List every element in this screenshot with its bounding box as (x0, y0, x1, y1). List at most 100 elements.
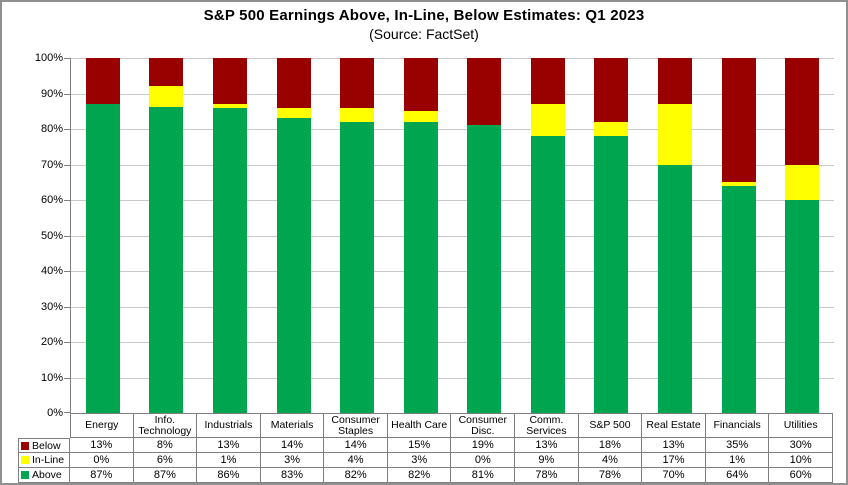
bar-segment-below (785, 58, 820, 165)
category-header: Consumer Staples (324, 413, 388, 438)
bar-column (707, 58, 771, 413)
bar-segment-below (657, 58, 692, 105)
y-axis: 100% 90% 80% 70% 60% 50% 40% 30% 20% 10% 0% (0, 0, 63, 485)
y-axis-label: 30% (40, 300, 63, 313)
legend-in-line: In-Line (18, 453, 70, 468)
table-cell: 10% (769, 453, 833, 468)
bar-segment-above (403, 121, 438, 413)
y-axis-label: 80% (40, 123, 63, 135)
table-cell: 78% (578, 468, 643, 483)
category-header: Consumer Disc. (451, 413, 516, 438)
y-axis-label: 0% (47, 407, 63, 419)
bar-stack-info-technology (149, 58, 184, 413)
table-cell: 14% (260, 438, 325, 453)
legend-swatch-below (21, 441, 29, 450)
gridline (71, 377, 834, 379)
y-axis-label: 60% (40, 194, 63, 206)
bar-segment-below (276, 58, 311, 108)
y-axis-tick (64, 306, 71, 308)
bar-segment-above (530, 136, 565, 413)
category-header: Energy (70, 413, 134, 438)
y-axis-label: 100% (34, 52, 63, 64)
bar-column (580, 58, 644, 413)
y-axis-tick (64, 377, 71, 379)
bar-column (643, 58, 707, 413)
table-cell: 70% (642, 468, 706, 483)
gridline (71, 93, 834, 95)
y-axis-label: 20% (40, 336, 63, 348)
bar-segment-below (594, 58, 629, 122)
table-cell: 35% (705, 438, 770, 453)
table-cell: 0% (70, 453, 134, 468)
y-axis-label: 40% (40, 265, 63, 277)
category-header: Comm. Services (515, 413, 579, 438)
bar-stack-energy (85, 58, 120, 413)
bar-segment-in-line (721, 182, 756, 186)
y-axis-tick (64, 342, 71, 343)
bar-column (325, 58, 389, 413)
table-cell: 1% (197, 453, 261, 468)
bar-segment-above (657, 164, 692, 413)
bar-segment-above (721, 185, 756, 413)
bar-segment-above (212, 107, 247, 413)
category-header: Utilities (769, 413, 833, 438)
table-cell: 60% (769, 468, 833, 483)
table-cell: 87% (133, 468, 198, 483)
bar-segment-in-line (212, 104, 247, 108)
y-axis-label: 10% (40, 371, 63, 384)
bar-segment-below (467, 58, 502, 126)
table-cell: 81% (451, 468, 516, 483)
y-axis-label: 50% (40, 229, 63, 242)
data-table: Energy Info. Technology Industrials Materia… (18, 413, 833, 483)
category-header: Industrials (197, 413, 261, 438)
y-axis-tick (64, 271, 71, 272)
category-header: Health Care (387, 413, 452, 438)
bar-segment-above (149, 107, 184, 413)
table-cell: 3% (387, 453, 452, 468)
category-header: Financials (705, 413, 770, 438)
bar-stack-comm-services (530, 58, 565, 413)
bar-segment-above (276, 118, 311, 413)
bar-column (71, 58, 135, 413)
bar-stack-materials (276, 58, 311, 413)
table-cell: 13% (515, 438, 579, 453)
bars-layer (71, 58, 834, 413)
bar-stack-utilities (785, 58, 820, 413)
bar-segment-above (340, 121, 375, 413)
y-axis-tick (64, 164, 71, 166)
table-cell: 13% (197, 438, 261, 453)
bar-stack-consumer-staples (340, 58, 375, 413)
gridline (71, 129, 834, 130)
bar-column (135, 58, 199, 413)
bar-segment-in-line (530, 104, 565, 137)
bar-segment-in-line (594, 121, 629, 137)
y-axis-label: 70% (40, 158, 63, 171)
bar-column (262, 58, 326, 413)
bar-segment-in-line (340, 107, 375, 122)
y-axis-tick (64, 93, 71, 95)
table-cell: 19% (451, 438, 516, 453)
bar-segment-in-line (276, 107, 311, 119)
table-cell: 83% (260, 468, 325, 483)
y-axis-tick (64, 58, 71, 59)
bar-column (452, 58, 516, 413)
table-cell: 78% (515, 468, 579, 483)
table-corner-empty (18, 413, 70, 438)
bar-segment-below (340, 58, 375, 108)
y-axis-tick (64, 412, 71, 413)
bar-column (770, 58, 834, 413)
bar-segment-above (467, 125, 502, 413)
legend-label: In-Line (32, 454, 65, 466)
y-axis-tick (64, 235, 71, 237)
bar-segment-above (594, 136, 629, 413)
y-axis-tick (64, 200, 71, 201)
table-cell: 4% (324, 453, 388, 468)
category-header: S&P 500 (578, 413, 643, 438)
gridline (71, 271, 834, 272)
table-cell: 0% (451, 453, 516, 468)
table-cell: 30% (769, 438, 833, 453)
bar-segment-below (721, 58, 756, 183)
table-cell: 3% (260, 453, 325, 468)
bar-segment-below (85, 58, 120, 105)
